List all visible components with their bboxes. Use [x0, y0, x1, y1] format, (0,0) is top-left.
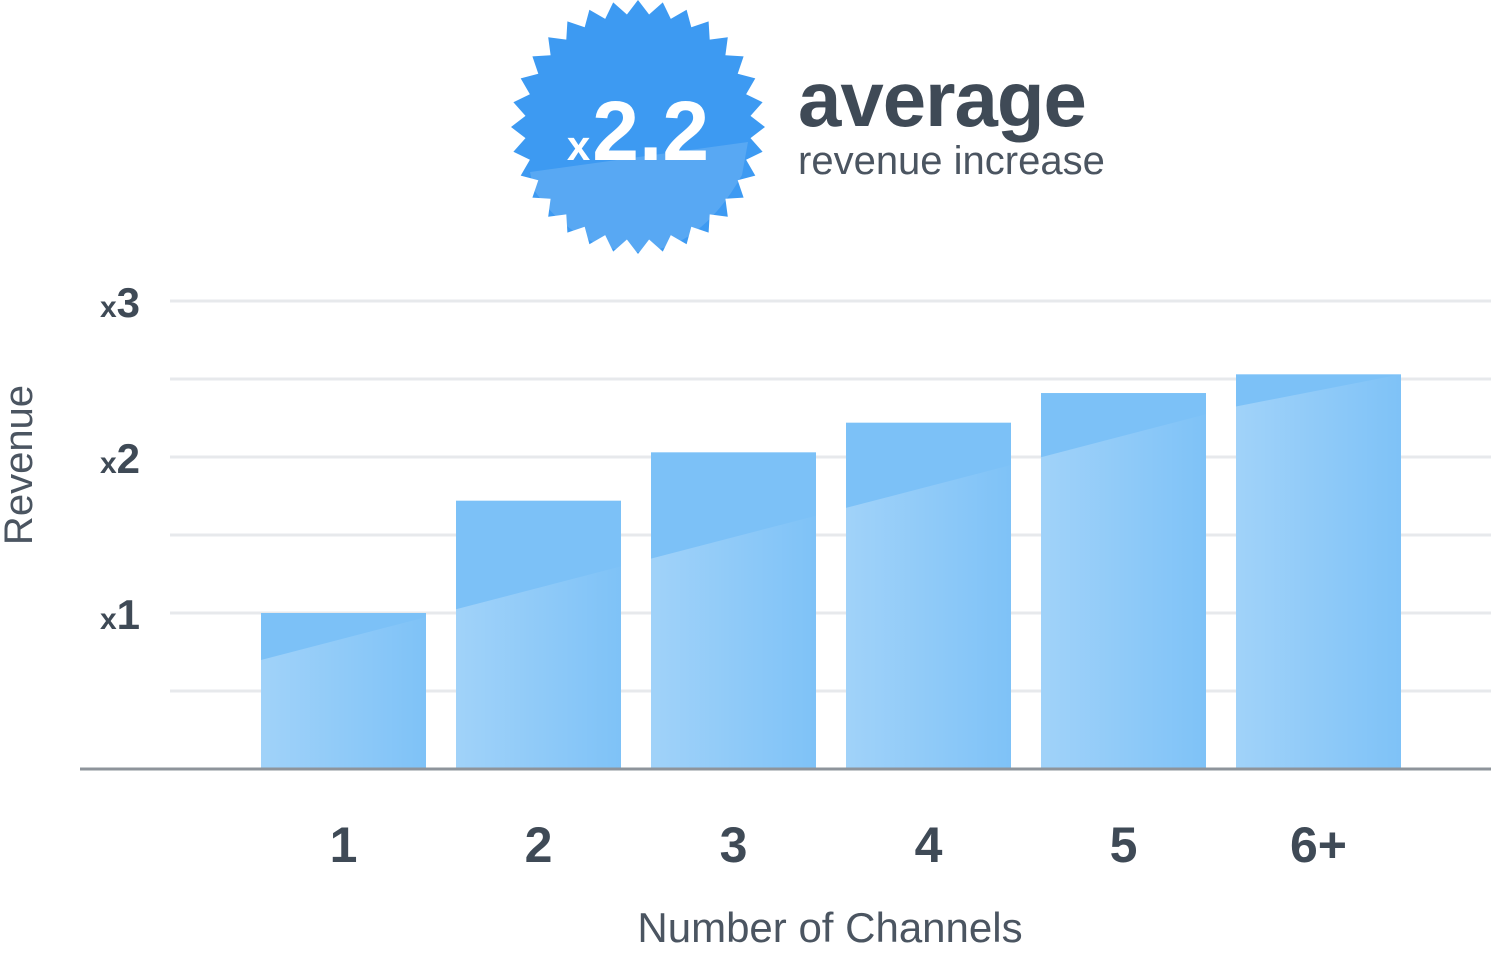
bar: [261, 613, 426, 769]
x-tick-label: 4: [915, 817, 943, 873]
badge-shine: [530, 142, 748, 252]
bar-highlight: [261, 617, 426, 769]
bar: [1041, 393, 1206, 769]
bars: [261, 374, 1401, 769]
bar: [651, 452, 816, 769]
bar-highlight: [1041, 414, 1206, 769]
bar: [1236, 374, 1401, 769]
badge: x2.2: [511, 0, 765, 254]
bar-highlight: [456, 566, 621, 769]
badge-value: x2.2: [567, 84, 709, 178]
x-tick-label: 1: [330, 817, 358, 873]
y-axis-label: Revenue: [0, 385, 41, 545]
y-tick-labels: x1 x2 x3: [100, 279, 140, 638]
bar-highlight: [651, 515, 816, 769]
x-tick-labels: 1 2 3 4 5 6+: [330, 817, 1347, 873]
headline-subtitle: revenue increase: [798, 139, 1105, 183]
headline-title: average: [798, 55, 1087, 143]
x-tick-label: 3: [720, 817, 748, 873]
bar-highlight: [1236, 374, 1401, 769]
bar: [456, 500, 621, 769]
bar-highlight: [846, 465, 1011, 769]
y-tick-label: x1: [100, 591, 140, 638]
x-tick-label: 5: [1110, 817, 1138, 873]
x-tick-label: 2: [525, 817, 553, 873]
badge-starburst-icon: [511, 0, 765, 254]
x-tick-label: 6+: [1290, 817, 1347, 873]
y-tick-label: x2: [100, 435, 140, 482]
y-tick-label: x3: [100, 279, 140, 326]
headline: average revenue increase: [798, 58, 1105, 186]
x-axis-label: Number of Channels: [637, 904, 1022, 948]
bar: [846, 422, 1011, 769]
